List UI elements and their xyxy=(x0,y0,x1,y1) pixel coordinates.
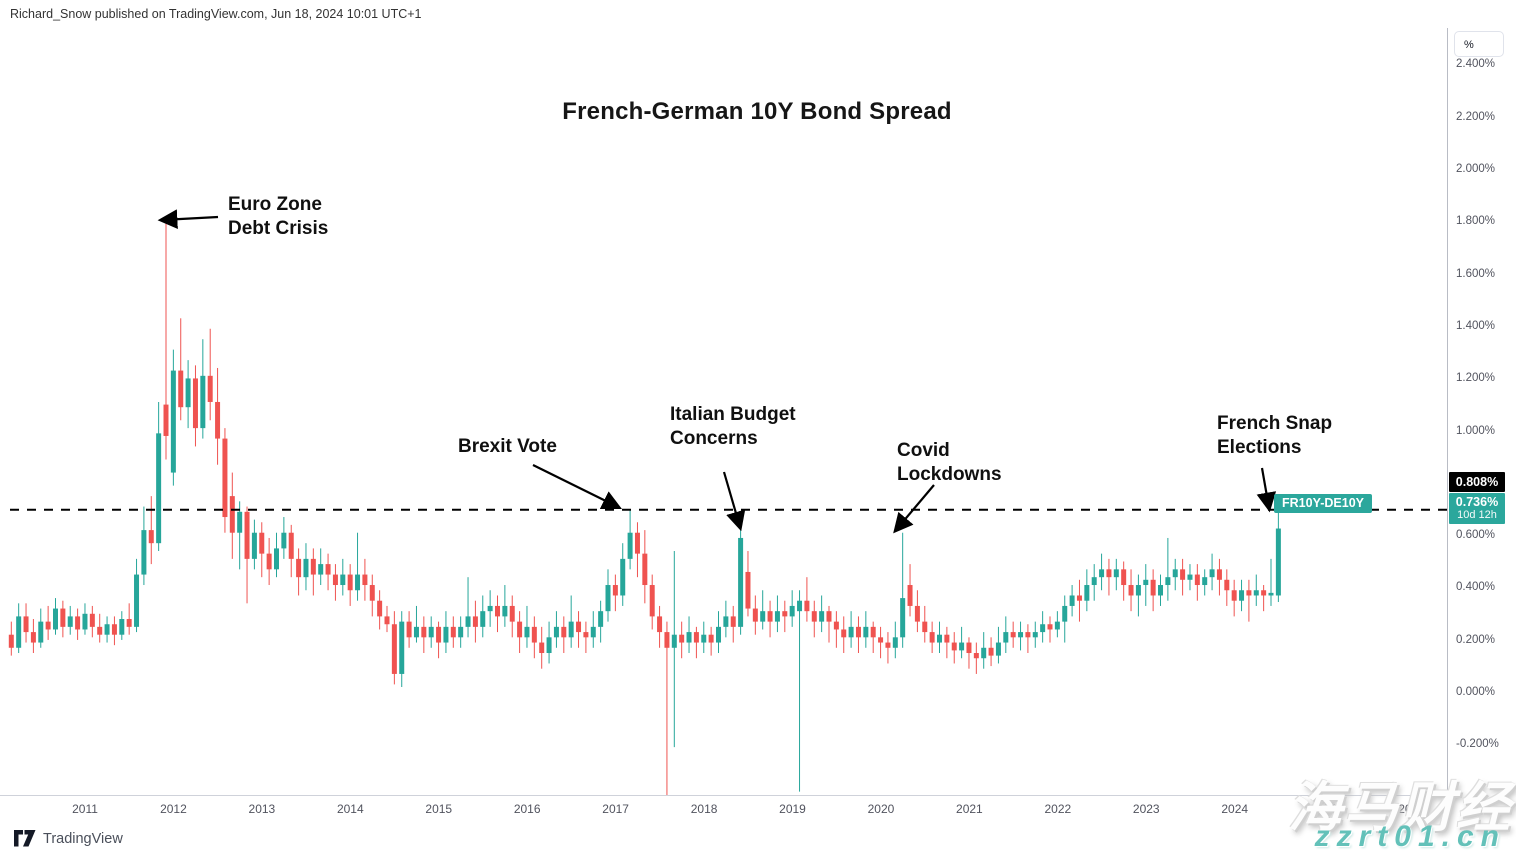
publish-attribution: Richard_Snow published on TradingView.co… xyxy=(10,7,422,21)
price-scale[interactable]: % 2.400% 2.200% 2.000% 1.800% 1.600% 1.400% 1.… xyxy=(1447,28,1516,822)
y-axis-tick: 1.000% xyxy=(1456,424,1496,437)
x-axis-year-label: 2024 xyxy=(1221,802,1249,816)
y-axis-tick: 0.000% xyxy=(1456,686,1496,698)
y-axis-tick: 2.000% xyxy=(1456,163,1496,175)
candlestick-chart[interactable] xyxy=(0,28,1447,823)
annotation-arrow xyxy=(157,209,219,230)
x-axis-year-label: 2017 xyxy=(602,802,629,816)
y-axis-tick: 0.200% xyxy=(1456,633,1496,646)
y-axis-tick: 0.600% xyxy=(1456,529,1496,542)
x-axis-year-label: 2022 xyxy=(1044,802,1072,816)
x-axis-year-label: 2016 xyxy=(513,802,541,816)
annotation-arrow xyxy=(893,484,935,534)
chart-annotation: French Snap Elections xyxy=(1217,413,1333,458)
x-axis-year-label: 2021 xyxy=(956,802,983,816)
footer-bar: TradingView xyxy=(0,823,1516,857)
x-axis-year-label: 2019 xyxy=(779,802,806,816)
y-axis-tick: 1.800% xyxy=(1456,215,1496,228)
tradingview-logo[interactable]: TradingView xyxy=(14,830,123,847)
x-axis-year-label: 2020 xyxy=(867,802,895,816)
x-axis-year-label: 2013 xyxy=(248,802,276,816)
chart-panel: French-German 10Y Bond Spread Euro Zone … xyxy=(0,28,1447,821)
x-axis-year-label: 2026 xyxy=(1398,802,1425,816)
x-axis-year-label: 2025 xyxy=(1309,802,1337,816)
header-bar: Richard_Snow published on TradingView.co… xyxy=(0,0,1516,29)
x-axis-year-label: 2012 xyxy=(160,802,187,816)
time-scale[interactable]: 2011 2012 2013 2014 2015 2016 2017 2018 2019 2020… xyxy=(0,795,1447,824)
tradingview-logo-icon xyxy=(14,830,36,847)
y-axis-tick: 2.400% xyxy=(1456,58,1496,71)
candles-layer xyxy=(8,221,1281,821)
annotation-arrow xyxy=(532,464,622,510)
watermark-site-url: zzrt01.cn xyxy=(1314,820,1506,853)
chart-annotation: Euro Zone Debt Crisis xyxy=(228,194,329,239)
last-price-value: 0.736% xyxy=(1455,494,1499,509)
x-axis-year-label: 2014 xyxy=(336,802,364,816)
symbol-price-label: FR10Y-DE10Y xyxy=(1274,493,1372,513)
y-axis-tick: 1.400% xyxy=(1456,319,1496,332)
chart-annotation: Covid Lockdowns xyxy=(897,440,1002,485)
x-axis-year-label: 2018 xyxy=(690,802,718,816)
x-axis-year-label: 2011 xyxy=(72,802,98,816)
level-price-label: 0.808% xyxy=(1449,471,1505,492)
y-axis-tick: 1.200% xyxy=(1456,372,1496,385)
chart-annotation: Italian Budget Concerns xyxy=(670,404,796,449)
x-axis-year-label: 2015 xyxy=(425,802,453,816)
x-axis-year-label: 2023 xyxy=(1132,802,1160,816)
annotation-arrow xyxy=(1256,467,1277,513)
percent-scale-button[interactable]: % xyxy=(1454,31,1504,57)
chart-title: French-German 10Y Bond Spread xyxy=(562,98,952,125)
y-axis-tick: 0.400% xyxy=(1456,581,1496,594)
y-axis-tick: 2.200% xyxy=(1456,110,1496,123)
annotation-arrow xyxy=(722,471,746,532)
y-axis-tick: -0.200% xyxy=(1456,738,1499,751)
y-axis-tick: 1.600% xyxy=(1456,267,1496,280)
tradingview-logo-text: TradingView xyxy=(43,830,123,847)
bar-countdown: 10d 12h xyxy=(1457,508,1497,521)
watermark-site-name: 海马财经 xyxy=(1288,778,1512,838)
chart-annotation: Brexit Vote xyxy=(458,436,557,457)
last-price-label: 0.736% 10d 12h xyxy=(1449,492,1505,524)
